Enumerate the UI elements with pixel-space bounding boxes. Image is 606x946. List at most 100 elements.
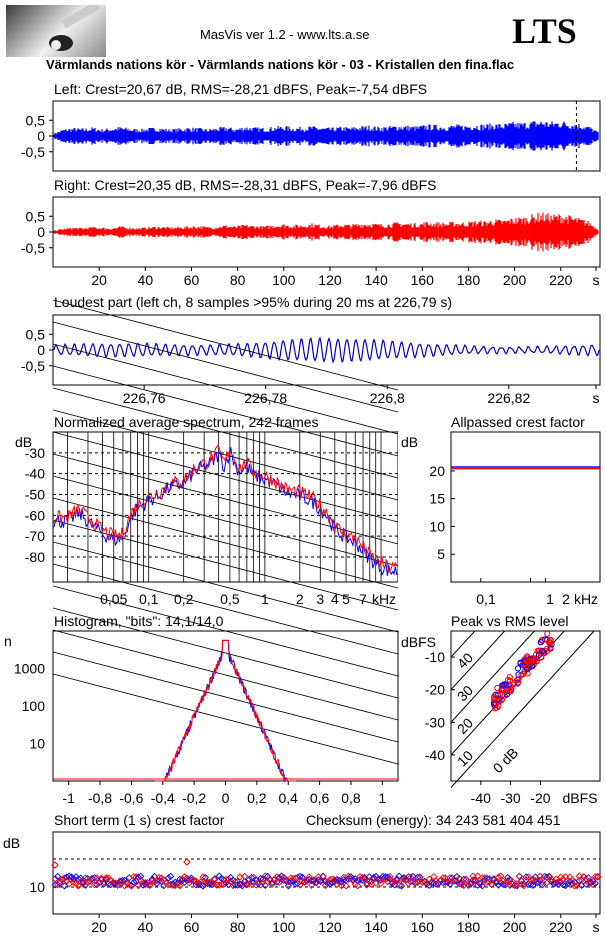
loudest-ytick-label: -0,5 bbox=[21, 358, 45, 374]
shortterm-point bbox=[397, 882, 406, 890]
spectrum-series-right bbox=[52, 445, 399, 573]
shortterm-outlier bbox=[183, 858, 191, 866]
peakrms-point bbox=[524, 665, 531, 673]
shortterm-point bbox=[93, 880, 101, 889]
peakrms-diagonal bbox=[450, 630, 506, 691]
shortterm-point bbox=[513, 880, 521, 888]
peakrms-point bbox=[492, 701, 499, 708]
shortterm-point bbox=[510, 881, 519, 890]
shortterm-point bbox=[487, 881, 496, 889]
peakrms-ytick-label: -30 bbox=[425, 714, 445, 730]
shortterm-point bbox=[102, 874, 110, 882]
loudest-ytick-label: 0 bbox=[37, 342, 45, 358]
shortterm-point bbox=[143, 881, 152, 889]
peakrms-ylabel: dBFS bbox=[401, 634, 436, 650]
crest-ytick-label: 5 bbox=[437, 546, 445, 562]
shortterm-point bbox=[296, 872, 304, 881]
shortterm-point bbox=[427, 879, 436, 887]
spectrum-slope-line bbox=[52, 541, 399, 633]
histogram-xtick-label: -0,8 bbox=[88, 790, 112, 806]
time-axis-tick-label: 100 bbox=[272, 272, 296, 288]
shortterm-point bbox=[527, 876, 535, 884]
spectrum-slope-line bbox=[52, 497, 399, 589]
shortterm-point bbox=[455, 874, 463, 882]
shortterm-point bbox=[337, 878, 346, 886]
shortterm-point bbox=[570, 882, 579, 890]
histogram-frame bbox=[52, 630, 399, 782]
histogram-xtick-label: -0,2 bbox=[182, 790, 206, 806]
app-title: MasVis ver 1.2 - www.lts.a.se bbox=[200, 27, 370, 42]
shortterm-point bbox=[515, 872, 523, 881]
shortterm-point bbox=[409, 872, 417, 881]
shortterm-point bbox=[400, 875, 408, 883]
peakrms-diagonal bbox=[450, 630, 476, 658]
peakrms-xunit-label: dBFS bbox=[562, 790, 597, 806]
peakrms-diagonal bbox=[450, 630, 595, 788]
shortterm-ylabel: dB bbox=[3, 835, 20, 851]
spectrum-ytick-label: -30 bbox=[25, 445, 45, 461]
shortterm-xaxis-tick-label: s bbox=[593, 919, 600, 935]
right-waveform-ytick-label: 0,5 bbox=[26, 208, 46, 224]
spectrum-slope-line bbox=[52, 519, 399, 611]
shortterm-xaxis-tick-label: 100 bbox=[272, 919, 296, 935]
spectrum-slope-line bbox=[52, 475, 399, 567]
time-axis-tick-label: 200 bbox=[503, 272, 527, 288]
peakrms-point bbox=[491, 695, 498, 702]
spectrum-slope-line bbox=[52, 673, 399, 765]
shortterm-point bbox=[199, 873, 207, 881]
crest-frame bbox=[450, 431, 601, 583]
peakrms-xtick-label: -40 bbox=[471, 790, 491, 806]
peakrms-diagonal-label: 40 bbox=[454, 649, 476, 671]
spectrum-slope-line bbox=[52, 343, 399, 435]
loudest-xtick-label: 226,82 bbox=[487, 390, 530, 406]
peakrms-point bbox=[548, 641, 555, 648]
shortterm-point bbox=[589, 880, 597, 889]
peakrms-diagonal-label: 0 dB bbox=[490, 744, 522, 776]
peakrms-point bbox=[547, 636, 554, 644]
shortterm-point bbox=[390, 877, 399, 885]
shortterm-point bbox=[386, 872, 394, 881]
shortterm-point bbox=[70, 875, 78, 883]
time-axis-tick-label: 60 bbox=[184, 272, 200, 288]
shortterm-point bbox=[407, 878, 415, 886]
histogram-ytick-label: 10 bbox=[29, 736, 45, 752]
shortterm-point bbox=[390, 881, 399, 889]
shortterm-point bbox=[478, 882, 486, 890]
shortterm-point bbox=[534, 877, 542, 885]
right-waveform-series bbox=[53, 212, 599, 252]
peakrms-xtick-label: -20 bbox=[530, 790, 550, 806]
left-waveform-series bbox=[53, 121, 599, 151]
shortterm-point bbox=[384, 878, 392, 886]
peakrms-point bbox=[503, 682, 510, 689]
shortterm-point bbox=[536, 872, 544, 880]
shortterm-xaxis-tick-label: 200 bbox=[503, 919, 527, 935]
shortterm-point bbox=[307, 881, 316, 889]
spectrum-xtick-label: 5 bbox=[342, 591, 350, 607]
shortterm-xaxis-tick-label: 20 bbox=[91, 919, 107, 935]
peakrms-point bbox=[494, 684, 501, 692]
shortterm-point bbox=[594, 873, 602, 881]
loudest-ytick-label: 0,5 bbox=[26, 326, 46, 342]
histogram-xtick-label: 0,6 bbox=[310, 790, 330, 806]
shortterm-point bbox=[416, 873, 424, 881]
spectrum-xtick-label: 0,1 bbox=[139, 591, 159, 607]
microphone-icon bbox=[49, 0, 101, 51]
shortterm-point bbox=[418, 878, 426, 886]
shortterm-point bbox=[499, 880, 507, 889]
shortterm-point bbox=[56, 877, 64, 885]
peakrms-point bbox=[496, 698, 503, 705]
spectrum-xtick-label: 0,5 bbox=[220, 591, 240, 607]
shortterm-point bbox=[501, 879, 510, 887]
shortterm-point bbox=[164, 874, 173, 882]
shortterm-point bbox=[522, 876, 530, 884]
spectrum-xtick-label: 0,2 bbox=[174, 591, 194, 607]
shortterm-point bbox=[344, 875, 353, 883]
peakrms-point bbox=[544, 645, 551, 652]
shortterm-point bbox=[58, 875, 66, 884]
peakrms-diagonal-label: 10 bbox=[454, 747, 476, 769]
shortterm-point bbox=[559, 875, 567, 883]
spectrum-clip bbox=[398, 432, 458, 584]
checksum-text: Checksum (energy): 34 243 581 404 451 bbox=[306, 812, 561, 828]
spectrum-xtick-label: 4 bbox=[331, 591, 339, 607]
peakrms-point bbox=[522, 662, 530, 669]
